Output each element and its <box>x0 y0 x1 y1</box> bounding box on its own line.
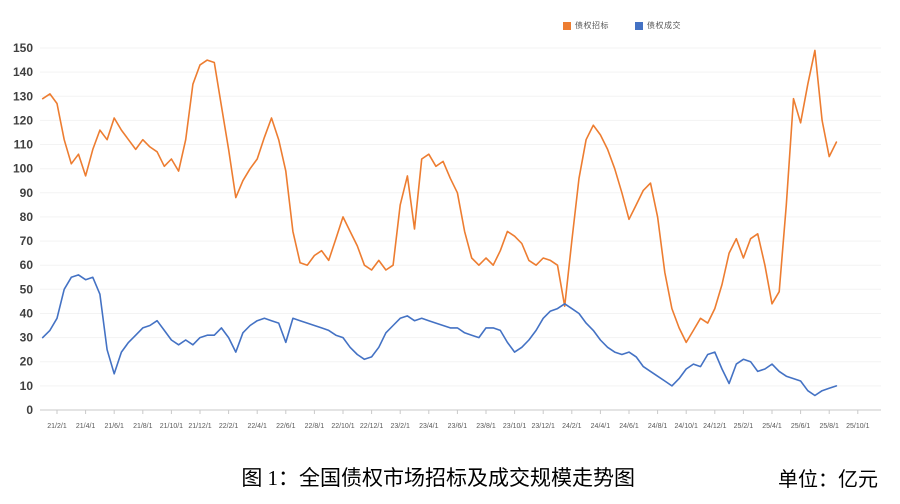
chart-canvas: 0 10 20 30 40 50 60 70 80 90 100 110 120 130 140 150 21/… <box>13 41 881 430</box>
y-tick-label: 140 <box>13 65 33 79</box>
legend-item-deal: 债权成交 <box>635 20 681 31</box>
y-tick-label: 30 <box>20 331 34 345</box>
x-tick-label: 25/4/1 <box>762 423 782 430</box>
x-tick-label: 24/10/1 <box>675 423 698 430</box>
x-tick-label: 22/12/1 <box>360 423 383 430</box>
x-tick-label: 23/4/1 <box>419 423 439 430</box>
x-tick-label: 21/12/1 <box>188 423 211 430</box>
x-tick-label: 21/8/1 <box>133 423 153 430</box>
x-tick-label: 21/6/1 <box>104 423 124 430</box>
x-tick-label: 24/12/1 <box>703 423 726 430</box>
y-tick-label: 80 <box>20 210 34 224</box>
x-tick-label: 23/12/1 <box>532 423 555 430</box>
y-tick-label: 110 <box>14 138 34 152</box>
y-tick-label: 70 <box>20 234 34 248</box>
y-tick-label: 10 <box>20 379 34 393</box>
y-tick-label: 50 <box>20 282 34 296</box>
legend-label-deal: 债权成交 <box>647 21 681 30</box>
y-tick-label: 0 <box>26 403 33 417</box>
y-tick-label: 120 <box>13 113 33 127</box>
x-tick-label: 25/10/1 <box>846 423 869 430</box>
x-tick-label: 22/6/1 <box>276 423 296 430</box>
x-tick-label: 22/8/1 <box>305 423 325 430</box>
y-tick-label: 100 <box>13 162 33 176</box>
x-tick-label: 25/6/1 <box>791 423 811 430</box>
x-tick-label: 24/4/1 <box>591 423 611 430</box>
y-tick-label: 90 <box>20 186 34 200</box>
x-tick-label: 24/6/1 <box>619 423 639 430</box>
y-tick-label: 60 <box>20 258 34 272</box>
caption-row: 图 1：全国债权市场招标及成交规模走势图 单位：亿元 <box>0 460 900 494</box>
trend-chart: 0 10 20 30 40 50 60 70 80 90 100 110 120 130 140 150 21/… <box>13 20 881 430</box>
x-tick-label: 21/2/1 <box>47 423 67 430</box>
y-tick-label: 40 <box>20 307 34 321</box>
x-tick-label: 25/2/1 <box>734 423 754 430</box>
x-tick-label: 21/4/1 <box>76 423 96 430</box>
x-tick-label: 22/2/1 <box>219 423 239 430</box>
x-tick-label: 22/4/1 <box>247 423 267 430</box>
bid-series-swatch-icon <box>563 21 571 30</box>
figure-caption: 图 1：全国债权市场招标及成交规模走势图 <box>241 466 636 490</box>
legend-item-bid: 债权招标 <box>563 20 609 31</box>
x-tick-label: 23/6/1 <box>448 423 468 430</box>
x-tick-label: 23/10/1 <box>503 423 526 430</box>
x-tick-label: 25/8/1 <box>819 423 839 430</box>
series-line-0 <box>41 49 838 344</box>
deal-series-swatch-icon <box>635 21 643 30</box>
x-tick-label: 21/10/1 <box>160 423 183 430</box>
x-tick-label: 23/2/1 <box>390 423 410 430</box>
y-tick-label: 130 <box>13 89 33 103</box>
chart-legend: 债权招标 债权成交 <box>563 20 681 31</box>
x-tick-label: 23/8/1 <box>476 423 496 430</box>
x-tick-label: 22/10/1 <box>331 423 354 430</box>
x-tick-label: 24/2/1 <box>562 423 582 430</box>
series-line-1 <box>41 274 838 397</box>
y-tick-label: 20 <box>20 355 34 369</box>
x-tick-label: 24/8/1 <box>648 423 668 430</box>
legend-label-bid: 债权招标 <box>575 21 609 30</box>
unit-label: 单位：亿元 <box>778 469 878 491</box>
y-tick-label: 150 <box>13 41 33 55</box>
